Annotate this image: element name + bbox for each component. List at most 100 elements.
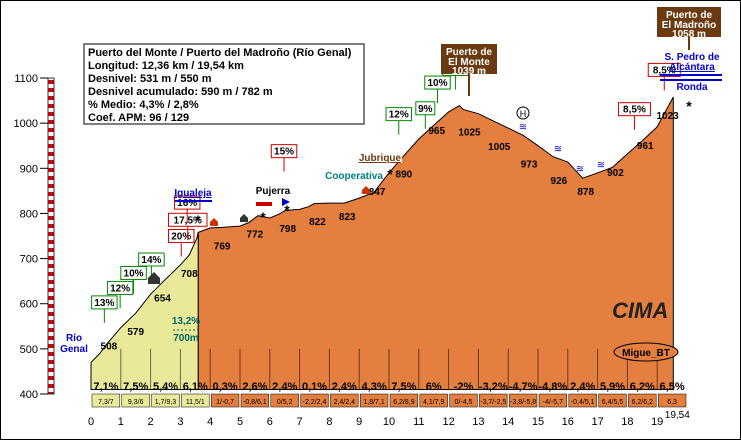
puerto-madrono-name-line2: El Madroño [662,20,716,31]
info-desnivel: Desnivel: 531 m / 550 m [88,73,212,85]
puerto-monte-name-line2: El Monte [448,57,490,68]
pujerra-marker-icon [256,202,272,206]
hospital-icon: H [516,106,530,120]
segment-range: -0,4/5,1 [571,399,595,406]
ramp-flag: 16% [173,195,201,224]
house-icon [362,186,370,194]
elevation-label: 1025 [458,128,481,139]
puerto-madrono-label: Puerto de El Madroño 1058 m [657,7,721,50]
segment-range-box [628,393,657,408]
elevation-label: 1023 [657,111,680,122]
elevation-label: 769 [214,241,231,252]
puerto-madrono-name-line1: Puerto de [666,10,713,21]
segment-range: 4,1/7,9 [423,399,445,406]
y-tick-label: 1100 [14,73,38,85]
y-tick-label: 1000 [14,118,38,130]
segment-percent: 7,5% [391,381,416,393]
segment-percent: 0,3% [213,381,238,393]
x-tick-label: 13 [472,416,484,428]
segment-percent-row: 7,1% 7,3/7 7,5% 9,3/6 5,4% 1,7/9,3 6,1% 11,5/1 0… [91,381,687,408]
segment-range: 0/5,2 [277,399,293,406]
x-tick-label: 7 [297,416,303,428]
svg-text:H: H [520,109,527,119]
cima-logo-text: CIMA [612,298,668,323]
elevation-label: 708 [181,269,198,280]
profile-section-main [197,96,674,390]
annotation-length: 700m [173,333,199,344]
segment-range-box [181,393,210,408]
star-icon: * [284,202,290,218]
wind-icon: ≋ [519,122,527,133]
ronda-label: Ronda [676,82,708,93]
y-tick-labels: 400 500 600 700 800 900 1000 1100 [14,73,48,401]
segment-percent: 6,2% [630,381,655,393]
elevation-label: 890 [396,170,413,181]
y-tick-label: 800 [20,208,38,220]
star-icon: * [260,209,266,225]
wind-icon: ≋ [554,144,562,155]
segment-range: 7,3/7 [98,399,114,406]
segment-percent: 6% [426,381,442,393]
info-desnivel-acumulado: Desnivel acumulado: 590 m / 782 m [88,86,273,98]
ramp-flag: 12% [106,280,134,309]
x-tick-label: 1 [118,416,124,428]
ramp-flag: 10% [120,266,147,294]
puerto-del-monte-label: Puerto de El Monte 1039 m [441,44,497,96]
elevation-label: 926 [551,176,568,187]
segment-range: 9,3/6 [128,399,144,406]
ramp-flag-text: 15% [274,147,294,158]
segment-range: 1/-0,7 [216,399,234,406]
star-icon: * [686,98,692,114]
segment-range-box [240,393,270,408]
ramp-flag: 9% [415,101,436,129]
x-tick-label: 17 [591,416,603,428]
segment-percent: 2,4% [272,381,297,393]
puerto-monte-name-line1: Puerto de [446,47,493,58]
x-tick-label: 9 [356,416,362,428]
ramp-flag: 10% [424,75,451,104]
segment-range-box [121,393,150,408]
elevation-label: 823 [339,212,356,223]
info-box: Puerto del Monte / Puerto del Madroño (R… [83,43,365,125]
jubrique-text: Jubrique [359,153,402,164]
elevation-label: 847 [369,187,386,198]
segment-percent: 4,3% [362,381,387,393]
x-tick-label: 6 [267,416,273,428]
x-tick-label: 18 [621,416,633,428]
segment-range: 1,7/9,3 [155,399,177,406]
building-icon [148,272,160,284]
segment-percent: -4,7% [509,381,538,393]
x-tick-label: 5 [237,416,243,428]
x-tick-label: 19 [651,416,663,428]
segment-range: 2,4/2,4 [334,399,356,406]
info-medio: % Medio: 4,3% / 2,8% [88,99,199,111]
segment-range-box [568,393,597,408]
ramp-flag-text: 17,5% [174,215,202,226]
author-badge: Migue_BT [613,342,679,362]
segment-range: -4/-5,7 [543,399,563,406]
puerto-monte-altitude: 1039 m [452,66,486,77]
x-tick-label: 14 [502,416,514,428]
segment-percent: 5,9% [600,381,625,393]
segment-range-box [419,393,448,408]
segment-range-box [91,393,121,408]
segment-range: -3,8/-5,8 [510,399,536,406]
arrow-right-icon [282,198,290,206]
ramp-flag-text: 8,5% [623,105,646,116]
star-icon: * [387,166,393,182]
info-apm: Coef. APM: 96 / 129 [88,112,189,124]
x-tick-label: 3 [177,416,183,428]
segment-range-box [538,393,568,408]
x-tick-label: 2 [148,416,154,428]
segment-range: 11,5/1 [186,399,205,406]
segment-percent: 6,1% [183,381,208,393]
y-tick-label: 900 [20,163,38,175]
segment-range-box [270,393,299,408]
x-tick-label: 12 [442,416,454,428]
elevation-label: 961 [637,141,654,152]
elevation-label: 579 [127,327,144,338]
y-tick-label: 700 [20,254,38,266]
segment-range-box [300,393,329,408]
segment-range: -2,2/2,4 [303,399,327,406]
